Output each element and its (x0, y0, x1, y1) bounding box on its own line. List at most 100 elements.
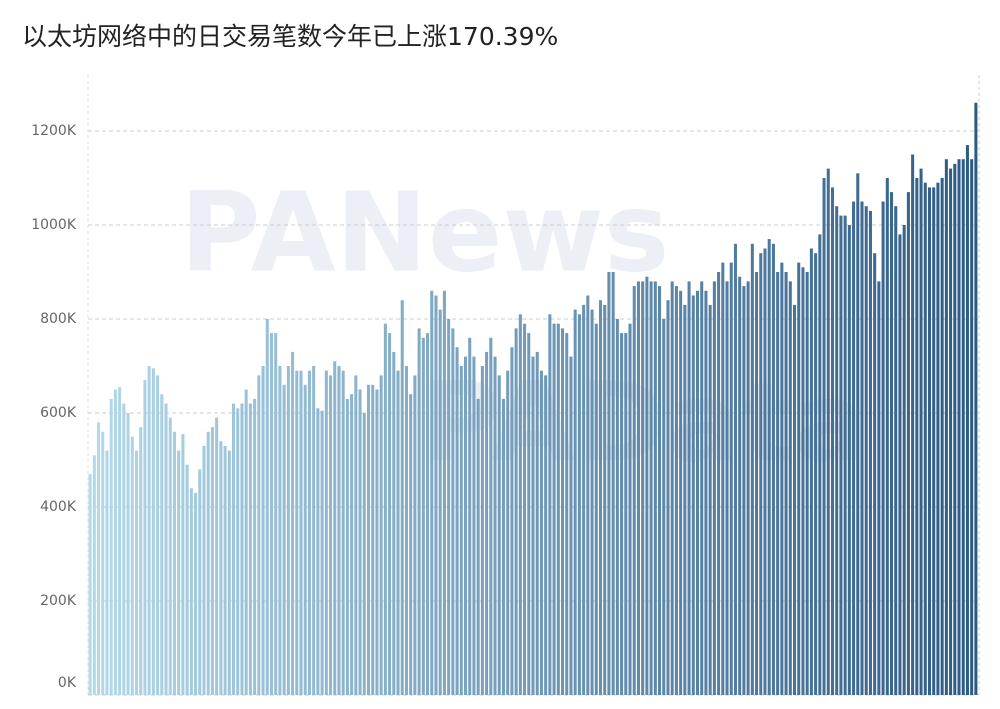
bar (130, 436, 134, 695)
bar (210, 427, 214, 695)
bar (949, 168, 953, 696)
bar (92, 455, 96, 695)
bar (151, 368, 155, 695)
bar (923, 182, 927, 695)
bar (172, 431, 176, 695)
bar (784, 272, 788, 695)
bar (421, 337, 425, 695)
bar (670, 281, 674, 695)
bar (746, 281, 750, 695)
bar (738, 276, 742, 695)
bar (826, 168, 830, 696)
bar (725, 281, 729, 695)
bar (438, 309, 442, 695)
bar (164, 403, 168, 695)
bar (362, 413, 366, 695)
bar (611, 272, 615, 695)
bar (729, 262, 733, 695)
bar (915, 178, 919, 695)
bar (974, 102, 978, 696)
bar (371, 384, 375, 695)
bar (552, 323, 556, 695)
bar (755, 272, 759, 695)
bar (333, 361, 337, 695)
bar (156, 375, 160, 695)
bar (957, 159, 961, 695)
bar (299, 370, 303, 695)
bar (324, 370, 328, 695)
bar (468, 337, 472, 695)
y-tick-label: 400K (40, 499, 77, 515)
bar (911, 154, 915, 695)
bar (244, 389, 248, 695)
bar (143, 380, 147, 695)
bar (944, 159, 948, 695)
bar (426, 333, 430, 695)
bar (590, 309, 594, 695)
bar (742, 286, 746, 695)
bar (485, 351, 489, 695)
bar (404, 366, 408, 695)
bar (181, 434, 185, 695)
bar (194, 492, 198, 695)
bar (932, 187, 936, 695)
bar (700, 281, 704, 695)
bar (708, 304, 712, 695)
bar (691, 295, 695, 695)
bar (366, 384, 371, 695)
bar (269, 333, 274, 695)
bar (493, 356, 497, 695)
bar (645, 276, 649, 695)
bar (636, 281, 640, 695)
bar (248, 403, 252, 695)
bar (122, 403, 126, 695)
bar (278, 366, 282, 695)
bar (776, 272, 780, 695)
bar (139, 427, 143, 695)
bar (215, 417, 219, 695)
watermark: PANews (180, 168, 669, 296)
bar (350, 394, 354, 695)
bar (514, 328, 518, 695)
bar (615, 319, 619, 695)
bar (890, 192, 894, 695)
bar (919, 168, 923, 696)
bar (312, 366, 316, 695)
bar (771, 243, 775, 696)
bar (168, 417, 172, 695)
bar (413, 375, 417, 695)
bar (641, 281, 645, 695)
bar (873, 253, 877, 695)
bar (830, 187, 834, 695)
bar (442, 290, 446, 695)
bar (198, 469, 202, 695)
bar (868, 210, 872, 695)
bar (683, 304, 687, 695)
bar (147, 366, 151, 695)
chart-title: 以太坊网络中的日交易笔数今年已上涨170.39% (22, 22, 558, 51)
bar (881, 201, 885, 695)
bar (632, 286, 636, 695)
bar (679, 290, 683, 695)
bar (539, 370, 543, 695)
bar (582, 304, 586, 695)
bar (459, 366, 463, 695)
bar (434, 295, 438, 695)
bar (780, 262, 784, 695)
bar (814, 253, 818, 695)
bar (497, 375, 501, 695)
bar (510, 347, 514, 695)
bar (620, 333, 624, 695)
bar (501, 398, 505, 695)
bar (396, 370, 400, 695)
bar (388, 333, 392, 695)
bar (265, 319, 269, 695)
bar (345, 398, 349, 695)
bar (337, 366, 341, 695)
bar (750, 243, 754, 696)
bar (227, 450, 231, 695)
bar (569, 356, 573, 695)
bar (767, 239, 771, 695)
bar (303, 384, 307, 695)
